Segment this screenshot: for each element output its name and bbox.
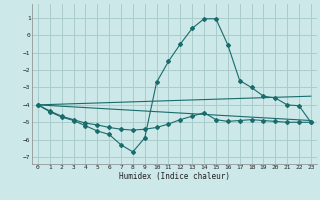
X-axis label: Humidex (Indice chaleur): Humidex (Indice chaleur)	[119, 172, 230, 181]
